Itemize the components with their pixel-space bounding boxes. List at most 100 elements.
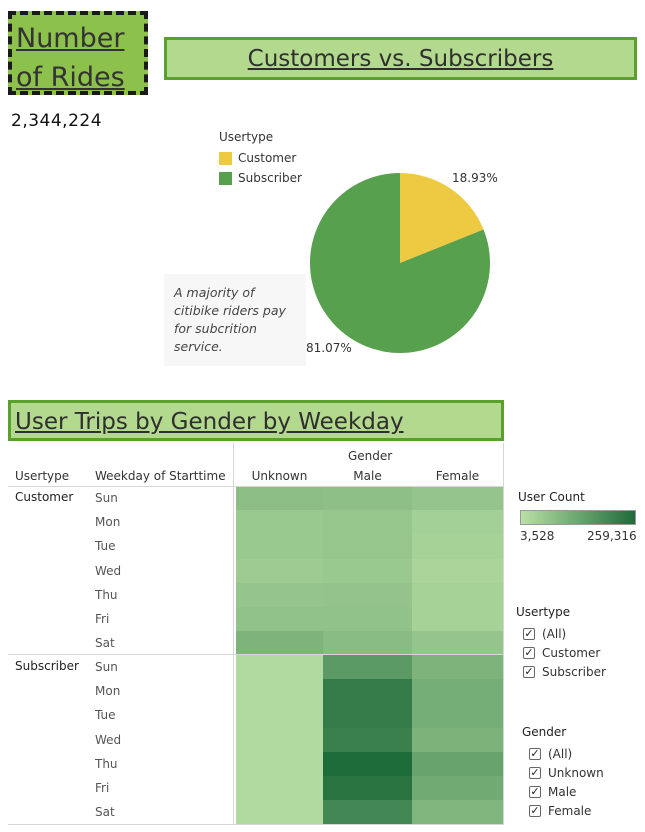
- filter-option-label: Male: [548, 784, 577, 799]
- number-of-rides-value: 2,344,224: [11, 111, 103, 131]
- gender-column-group-header: Gender: [348, 449, 393, 463]
- heatmap-cell-unknown[interactable]: [236, 776, 323, 801]
- checkbox-checked-icon[interactable]: ✓: [523, 645, 535, 659]
- gender-filter-unknown[interactable]: ✓ Unknown: [529, 763, 604, 782]
- heatmap-cell-unknown[interactable]: [236, 607, 323, 632]
- weekday-row-header: Weekday of Starttime: [95, 469, 226, 483]
- pie-chart: [310, 173, 490, 353]
- checkbox-checked-icon[interactable]: ✓: [529, 746, 541, 760]
- checkbox-checked-icon[interactable]: ✓: [529, 784, 541, 798]
- heatmap-cell-male[interactable]: [323, 486, 412, 511]
- usertype-filter-subscriber[interactable]: ✓ Subscriber: [523, 662, 606, 681]
- weekday-label: Mon: [95, 515, 121, 530]
- table-divider: [8, 654, 504, 655]
- filter-option-label: Subscriber: [542, 664, 606, 679]
- user-count-legend-title: User Count: [518, 490, 585, 504]
- heatmap-cell-male[interactable]: [323, 558, 412, 584]
- customers-vs-subscribers-banner: Customers vs. Subscribers: [164, 37, 637, 80]
- table-divider: [8, 824, 504, 825]
- heatmap-cell-female[interactable]: [412, 703, 503, 729]
- heatmap-cell-female[interactable]: [412, 776, 503, 801]
- user-trips-title: User Trips by Gender by Weekday: [15, 409, 404, 435]
- heatmap-cell-male[interactable]: [323, 607, 412, 632]
- heatmap-cell-female[interactable]: [412, 800, 503, 825]
- heatmap-cell-unknown[interactable]: [236, 510, 323, 535]
- heatmap-cell-female[interactable]: [412, 655, 503, 680]
- usertype-filter-title: Usertype: [516, 605, 571, 619]
- heatmap-cell-male[interactable]: [323, 703, 412, 729]
- heatmap-cell-male[interactable]: [323, 631, 412, 656]
- weekday-label: Sun: [95, 660, 118, 674]
- gender-filter-female[interactable]: ✓ Female: [529, 801, 604, 820]
- checkbox-checked-icon[interactable]: ✓: [523, 664, 535, 678]
- heatmap-cell-unknown[interactable]: [236, 486, 323, 511]
- heatmap-cell-unknown[interactable]: [236, 800, 323, 825]
- heatmap-cell-female[interactable]: [412, 751, 503, 777]
- legend-item-subscriber[interactable]: Subscriber: [219, 168, 302, 188]
- heatmap-cell-male[interactable]: [323, 510, 412, 535]
- checkbox-checked-icon[interactable]: ✓: [523, 626, 535, 640]
- pie-slice-customer[interactable]: [400, 173, 484, 263]
- heatmap-cell-female[interactable]: [412, 510, 503, 535]
- weekday-label: Fri: [95, 612, 110, 626]
- heatmap-cell-unknown[interactable]: [236, 679, 323, 704]
- usertype-filter-all[interactable]: ✓ (All): [523, 624, 606, 643]
- legend-label-customer: Customer: [238, 151, 297, 165]
- heatmap-cell-male[interactable]: [323, 679, 412, 704]
- weekday-label: Thu: [95, 587, 118, 602]
- column-header-female: Female: [435, 469, 480, 483]
- heatmap-cell-female[interactable]: [412, 582, 503, 608]
- heatmap-cell-female[interactable]: [412, 727, 503, 753]
- pie-annotation: A majority of citibike riders pay for su…: [164, 274, 306, 366]
- filter-option-label: Female: [548, 803, 592, 818]
- table-divider: [8, 486, 504, 487]
- usertype-row-header: Usertype: [15, 469, 70, 483]
- filter-option-label: Customer: [542, 645, 601, 660]
- gender-filter-title: Gender: [522, 725, 567, 739]
- legend-item-customer[interactable]: Customer: [219, 148, 302, 168]
- heatmap-cell-unknown[interactable]: [236, 703, 323, 729]
- heatmap-cell-male[interactable]: [323, 655, 412, 680]
- filter-option-label: Unknown: [548, 765, 604, 780]
- checkbox-checked-icon[interactable]: ✓: [529, 803, 541, 817]
- weekday-label: Fri: [95, 781, 110, 795]
- heatmap-cell-male[interactable]: [323, 582, 412, 608]
- legend-label-subscriber: Subscriber: [238, 171, 302, 185]
- legend-swatch-subscriber: [219, 171, 232, 185]
- user-count-max-label: 259,316: [587, 529, 637, 543]
- heatmap-cell-female[interactable]: [412, 607, 503, 632]
- filter-option-label: (All): [542, 626, 567, 641]
- weekday-label: Mon: [95, 684, 121, 699]
- gender-filter: Gender ✓ (All) ✓ Unknown ✓ Male ✓ Female: [522, 725, 604, 820]
- weekday-label: Sat: [95, 636, 115, 651]
- heatmap-cell-female[interactable]: [412, 679, 503, 704]
- heatmap-cell-male[interactable]: [323, 727, 412, 753]
- filter-option-label: (All): [548, 746, 573, 761]
- usertype-filter-customer[interactable]: ✓ Customer: [523, 643, 606, 662]
- table-divider: [503, 443, 504, 824]
- heatmap-cell-female[interactable]: [412, 631, 503, 656]
- heatmap-cell-female[interactable]: [412, 534, 503, 560]
- column-header-male: Male: [353, 469, 382, 483]
- checkbox-checked-icon[interactable]: ✓: [529, 765, 541, 779]
- heatmap-cell-male[interactable]: [323, 751, 412, 777]
- heatmap-cell-unknown[interactable]: [236, 631, 323, 656]
- pie-slice-subscriber[interactable]: [310, 173, 490, 353]
- weekday-label: Wed: [95, 563, 122, 578]
- number-of-rides-card: Number of Rides: [8, 11, 148, 95]
- heatmap-cell-unknown[interactable]: [236, 582, 323, 608]
- heatmap-cell-unknown[interactable]: [236, 655, 323, 680]
- heatmap-cell-male[interactable]: [323, 800, 412, 825]
- heatmap-cell-unknown[interactable]: [236, 534, 323, 560]
- heatmap-cell-unknown[interactable]: [236, 727, 323, 753]
- heatmap-cell-unknown[interactable]: [236, 558, 323, 584]
- heatmap-cell-female[interactable]: [412, 486, 503, 511]
- weekday-label: Tue: [95, 708, 116, 723]
- gender-filter-male[interactable]: ✓ Male: [529, 782, 604, 801]
- gender-filter-all[interactable]: ✓ (All): [529, 744, 604, 763]
- heatmap-cell-female[interactable]: [412, 558, 503, 584]
- pie-label-subscriber: 81.07%: [306, 341, 352, 355]
- heatmap-cell-unknown[interactable]: [236, 751, 323, 777]
- heatmap-cell-male[interactable]: [323, 776, 412, 801]
- heatmap-cell-male[interactable]: [323, 534, 412, 560]
